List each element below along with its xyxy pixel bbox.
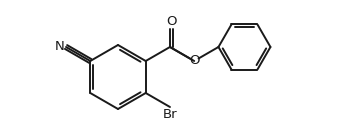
Text: O: O: [166, 15, 177, 28]
Text: N: N: [54, 40, 64, 54]
Text: O: O: [189, 55, 199, 67]
Text: Br: Br: [163, 108, 177, 121]
